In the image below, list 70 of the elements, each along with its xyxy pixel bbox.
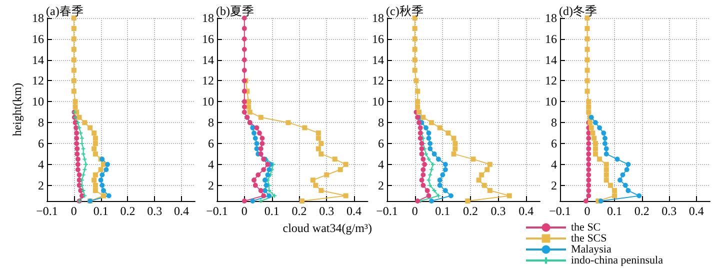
x-tick-label: 0 <box>412 204 418 218</box>
x-tick-label: 0.4 <box>518 204 534 218</box>
y-tick-label: 10 <box>545 94 557 109</box>
x-tick-label: −0.1 <box>36 204 58 218</box>
chart-title: (a)春季 <box>46 4 84 18</box>
y-tick-label: 18 <box>32 11 44 25</box>
y-tick-label: 10 <box>32 94 44 109</box>
y-tick-label: 6 <box>378 136 384 150</box>
x-tick-label: 0.2 <box>462 204 478 218</box>
chart-title: (d)冬季 <box>559 4 597 18</box>
y-tick-label: 12 <box>545 74 557 88</box>
x-tick-label: −0.1 <box>206 204 228 218</box>
x-tick-label: 0.2 <box>292 204 307 218</box>
x-tick-label: 0 <box>584 204 590 218</box>
x-tick-label: 0.1 <box>93 204 108 218</box>
x-tick-label: 0.4 <box>174 204 190 218</box>
y-tick-label: 16 <box>545 32 557 46</box>
x-tick-label: −0.1 <box>376 204 398 218</box>
y-tick-label: 18 <box>372 11 384 25</box>
x-tick-label: 0.3 <box>319 204 334 218</box>
y-tick-label: 8 <box>38 116 44 130</box>
y-tick-label: 18 <box>545 11 557 25</box>
y-tick-label: 8 <box>378 116 384 130</box>
y-tick-label: 12 <box>32 74 44 88</box>
y-tick-label: 4 <box>378 157 384 172</box>
y-tick-label: 16 <box>32 32 44 46</box>
x-tick-label: 0.3 <box>490 204 506 218</box>
y-tick-label: 6 <box>551 136 557 150</box>
x-tick-label: 0.4 <box>688 204 704 218</box>
legend-label: the SCS <box>571 232 607 244</box>
x-tick-label: 0.3 <box>147 204 162 218</box>
y-axis-title: height(km) <box>10 82 24 136</box>
y-tick-label: 2 <box>378 178 384 192</box>
x-axis-title: cloud wat34(g/m³) <box>282 220 372 235</box>
y-tick-label: 16 <box>372 32 384 46</box>
y-tick-label: 16 <box>202 32 214 46</box>
x-tick-label: 0.4 <box>346 204 362 218</box>
x-tick-label: 0.3 <box>662 204 677 218</box>
y-tick-label: 10 <box>372 94 384 109</box>
y-tick-label: 6 <box>38 136 44 150</box>
y-tick-label: 4 <box>551 157 557 172</box>
legend-label: Malaysia <box>571 244 612 256</box>
y-tick-label: 8 <box>208 116 214 130</box>
y-tick-label: 14 <box>202 52 214 67</box>
y-tick-label: 12 <box>202 74 214 88</box>
x-tick-label: 0.1 <box>607 204 622 218</box>
y-tick-label: 14 <box>372 52 384 67</box>
legend-label: indo-china peninsula <box>571 254 664 266</box>
y-tick-label: 4 <box>208 157 214 172</box>
x-tick-label: 0.2 <box>120 204 136 218</box>
y-tick-label: 2 <box>551 178 557 192</box>
chart-title: (c)秋季 <box>386 4 424 18</box>
y-tick-label: 14 <box>32 52 44 67</box>
y-tick-label: 8 <box>551 116 557 130</box>
chart-title: (b)夏季 <box>216 4 254 18</box>
x-tick-label: 0.2 <box>634 204 650 218</box>
y-tick-label: 18 <box>202 11 214 25</box>
x-tick-label: 0.1 <box>435 204 450 218</box>
x-tick-label: −0.1 <box>549 204 571 218</box>
y-tick-label: 4 <box>38 157 44 172</box>
x-tick-label: 0.1 <box>264 204 280 218</box>
y-tick-label: 2 <box>38 178 44 192</box>
x-tick-label: 0 <box>241 204 248 218</box>
x-tick-label: 0 <box>70 204 77 218</box>
y-tick-label: 10 <box>202 94 214 109</box>
y-tick-label: 14 <box>545 52 557 67</box>
y-tick-label: 6 <box>208 136 214 150</box>
y-tick-label: 12 <box>372 74 384 88</box>
y-tick-label: 2 <box>208 178 214 192</box>
legend-label: the SC <box>571 222 601 234</box>
